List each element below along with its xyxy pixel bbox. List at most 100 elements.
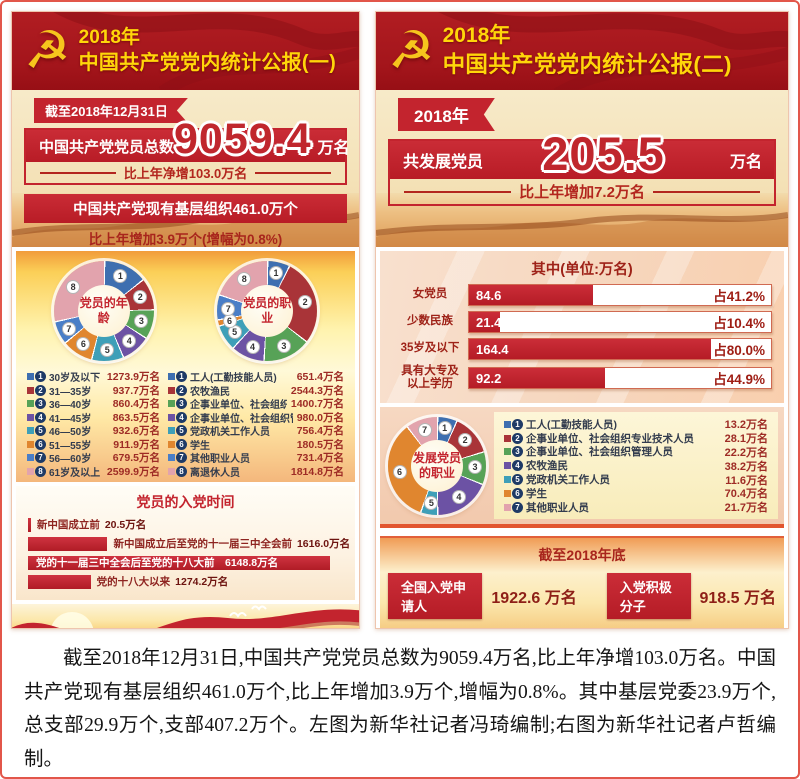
total-members-bar: 中国共产党党员总数 9059.4 万名 <box>26 113 350 165</box>
percent-bar-category: 少数民族 <box>407 315 453 328</box>
total-members-change-text: 比上年净增103.0万名 <box>123 166 248 181</box>
legend-label: 离退休人员 <box>190 467 240 479</box>
legend-number-badge: 2 <box>512 432 523 444</box>
percent-bar-share: 占10.4% <box>713 316 765 331</box>
developed-members-change: 比上年增加7.2万名 <box>390 179 774 204</box>
legend-number-badge: 3 <box>512 446 523 458</box>
donut-segment-number: 6 <box>76 337 91 352</box>
poster2-stats: 2018年 共发展党员 205.5 万名 比上年增加7.2万名 <box>376 90 788 247</box>
developed-members-bar: 共发展党员 205.5 万名 <box>390 125 774 182</box>
donut-segment-number: 1 <box>437 421 452 436</box>
legend-number-badge: 3 <box>176 398 187 410</box>
year-end-value: 918.5 万名 <box>699 590 777 608</box>
legend-number-badge: 3 <box>35 398 46 410</box>
percent-bar-share: 占41.2% <box>713 289 765 304</box>
legend-color-marker <box>504 503 511 511</box>
donut-segment-number: 4 <box>245 340 260 355</box>
legend-value: 180.5万名 <box>296 438 344 451</box>
donut-segment-number: 7 <box>221 301 236 316</box>
join-time-bar-row: 新中国成立后至党的十一届三中全会前 1616.0万名 <box>28 536 350 551</box>
donut-segment-number: 4 <box>451 489 466 504</box>
legend-color-marker <box>168 386 175 394</box>
percent-bar-track: 21.4 占10.4% <box>468 311 772 333</box>
bar-category: 党的十八大以来 <box>96 576 171 588</box>
legend-color-marker <box>504 462 511 470</box>
donut-segment-number: 8 <box>66 279 81 294</box>
legend-value: 932.6万名 <box>112 425 160 438</box>
donut-segment-number: 7 <box>417 422 432 437</box>
bar-value: 6148.8万名 <box>225 557 279 569</box>
occupation-legend: 1 工人(工勤技能人员) 651.4万名 2 农牧渔民 2544.3万名 3 企事业单位、社会… <box>168 370 344 479</box>
develop-breakdown-title: 其中(单位:万名) <box>531 262 633 278</box>
legend-row: 4 41—45岁 863.5万名 <box>27 411 160 425</box>
join-time-bar <box>28 517 31 532</box>
legend-number-badge: 8 <box>35 465 46 477</box>
year-end-item: 全国入党申请人 1922.6 万名 <box>388 573 577 620</box>
legend-label: 学生 <box>526 487 547 500</box>
legend-label: 其他职业人员 <box>190 454 250 466</box>
org-change-text: 比上年增加3.9万个(增幅为0.8%) <box>88 232 283 247</box>
legend-color-marker <box>27 427 34 435</box>
legend-color-marker <box>504 476 511 484</box>
legend-value: 911.9万名 <box>113 438 160 451</box>
occupation-donut-hole: 党员的职业 <box>241 285 294 337</box>
legend-row: 6 学生 180.5万名 <box>168 438 344 452</box>
org-total-bar: 中国共产党现有基层组织461.0万个 <box>24 194 347 223</box>
legend-row: 2 农牧渔民 2544.3万名 <box>168 384 344 398</box>
legend-color-marker <box>168 373 175 381</box>
legend-number-badge: 6 <box>35 438 46 450</box>
legend-label: 56—60岁 <box>49 454 92 466</box>
legend-value: 28.1万名 <box>724 433 768 446</box>
legend-label: 党政机关工作人员 <box>190 427 270 439</box>
poster-bulletin-2: ☭ 2018年 中国共产党党内统计公报(二) 2018年 共发展党员 <box>375 11 789 629</box>
year-end-item: 入党积极分子 918.5 万名 <box>606 573 777 620</box>
age-donut-title: 党员的年龄 <box>79 296 128 325</box>
donut-segment-number: 1 <box>113 268 128 283</box>
legend-number-badge: 4 <box>512 460 523 472</box>
percent-bar-row: 女党员 84.6 占41.2% <box>392 284 772 306</box>
legend-value: 863.5万名 <box>112 411 160 424</box>
legend-label: 51—55岁 <box>49 440 92 452</box>
legend-number-badge: 1 <box>512 418 523 430</box>
legend-label: 31—35岁 <box>49 386 92 398</box>
percent-bar-row: 35岁及以下 164.4 占80.0% <box>392 338 772 360</box>
sunrise-ribbon-art <box>12 604 359 628</box>
join-time-bar-row: 党的十一届三中全会后至党的十八大前 6148.8万名 <box>28 555 343 570</box>
legend-color-marker <box>27 467 34 475</box>
legend-label: 36—40岁 <box>49 400 92 412</box>
legend-label: 工人(工勤技能人员) <box>190 373 277 385</box>
donut-segment-number: 4 <box>122 333 137 348</box>
legend-value: 1400.7万名 <box>290 398 344 411</box>
percent-bar-fill: 164.4 <box>469 339 711 359</box>
legend-row: 8 61岁及以上 2599.9万名 <box>27 465 160 479</box>
join-time-card: 党员的入党时间 新中国成立前 20.5万名 新中国成立后至党的十一届三中全会前 161… <box>16 486 355 600</box>
developed-members-change-text: 比上年增加7.2万名 <box>519 184 645 201</box>
legend-row: 6 51—55岁 911.9万名 <box>27 438 160 452</box>
percent-bar-fill: 21.4 <box>469 312 501 332</box>
legend-row: 7 其他职业人员 731.4万名 <box>168 451 344 465</box>
party-emblem-icon: ☭ <box>24 22 71 80</box>
posters-row: ☭ 2018年 中国共产党党内统计公报(一) 截至2018年12月31日 中国共… <box>11 11 789 629</box>
total-members-box: 中国共产党党员总数 9059.4 万名 比上年净增103.0万名 <box>24 113 350 185</box>
donut-segment-number: 5 <box>424 496 439 511</box>
percent-bar-fill: 92.2 <box>469 368 605 389</box>
occupation-donut-title: 党员的职业 <box>243 296 292 325</box>
legend-color-marker <box>27 454 34 462</box>
legend-color-marker <box>27 413 34 421</box>
legend-value: 38.2万名 <box>724 460 768 473</box>
legend-value: 651.4万名 <box>296 371 344 384</box>
legend-value: 937.7万名 <box>112 384 160 397</box>
legend-row: 2 31—35岁 937.7万名 <box>27 384 160 398</box>
year-end-badge: 全国入党申请人 <box>388 573 483 620</box>
legend-color-marker <box>168 467 175 475</box>
legend-row: 5 党政机关工作人员 11.6万名 <box>504 473 768 487</box>
legend-color-marker <box>27 440 34 448</box>
legend-label: 工人(工勤技能人员) <box>526 418 617 431</box>
poster1-title: 中国共产党党内统计公报(一) <box>78 51 337 74</box>
develop-breakdown-card: 其中(单位:万名) 女党员 84.6 占41.2% 少数民族 21.4 占10.4% 35岁… <box>380 251 784 404</box>
legend-value: 1273.9万名 <box>106 371 160 384</box>
